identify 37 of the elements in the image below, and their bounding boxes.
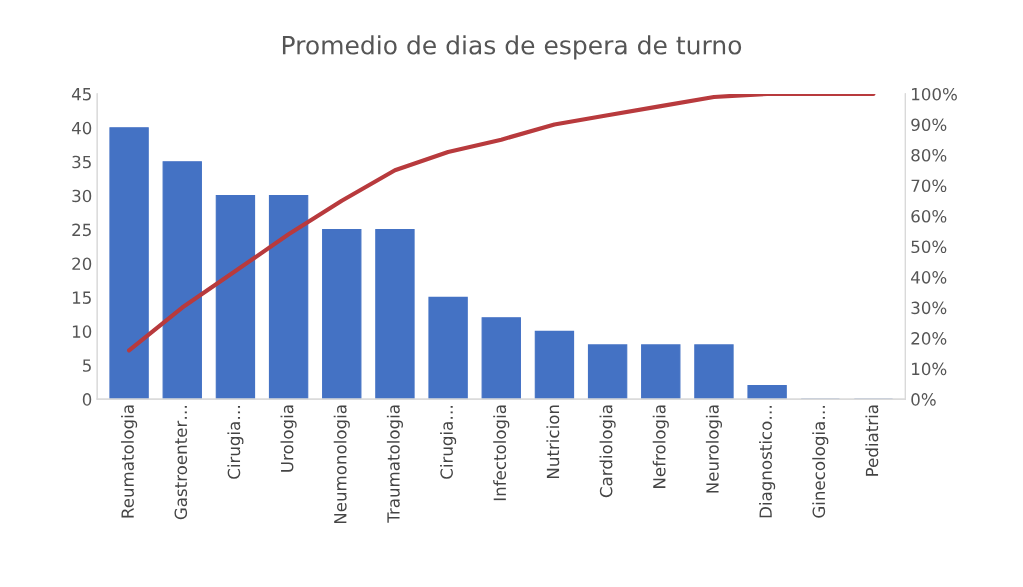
y-tick-label: 25 <box>72 223 91 237</box>
x-tick-label: Nutricion <box>546 405 560 478</box>
y-tick-label: 30 <box>72 189 92 203</box>
x-tick-label: Ginecologia… <box>812 405 829 518</box>
y-tick-label: 0 <box>82 393 92 406</box>
y-tick-label: 10 <box>72 325 92 338</box>
y2-tick-label: 30% <box>911 301 947 315</box>
y2-tick-label: 50% <box>911 240 947 254</box>
x-tick-label: Traumatologia <box>386 405 403 523</box>
y-tick-label: 15 <box>72 291 91 304</box>
x-tick-label: Infectologia <box>493 405 510 501</box>
x-tick-label: Cirugia… <box>227 405 244 479</box>
x-tick-label: Cardiologia <box>599 405 616 498</box>
y-tick-label: 45 <box>71 88 91 101</box>
chart-title: Promedio de dias de espera de turno <box>282 35 742 60</box>
x-tick-label: Reumatologia <box>121 405 138 518</box>
y2-tick-label: 60% <box>911 209 947 223</box>
y2-tick-label: 20% <box>911 332 947 345</box>
x-tick-label: Pediatria <box>865 405 879 476</box>
y-tick-label: 35 <box>72 155 91 169</box>
y2-tick-label: 10% <box>912 362 947 376</box>
x-tick-label: Gastroenter… <box>174 405 188 520</box>
y2-tick-label: 40% <box>911 271 947 284</box>
y2-tick-label: 70% <box>911 179 947 193</box>
y2-tick-label: 0% <box>911 393 936 406</box>
y2-tick-label: 100% <box>912 87 957 101</box>
y2-tick-label: 80% <box>911 148 947 162</box>
x-tick-label: Urologia <box>280 405 297 472</box>
x-tick-label: Cirugia… <box>440 405 457 479</box>
x-tick-label: Nefrologia <box>652 405 669 488</box>
y2-tick-label: 90% <box>911 118 947 132</box>
x-tick-label: Neumonologia <box>333 405 350 524</box>
y-tick-label: 20 <box>72 257 92 271</box>
y-tick-label: 40 <box>71 121 92 135</box>
y-tick-label: 5 <box>83 359 91 372</box>
x-tick-label: Diagnostico… <box>759 405 776 518</box>
x-tick-label: Neurologia <box>705 405 723 493</box>
